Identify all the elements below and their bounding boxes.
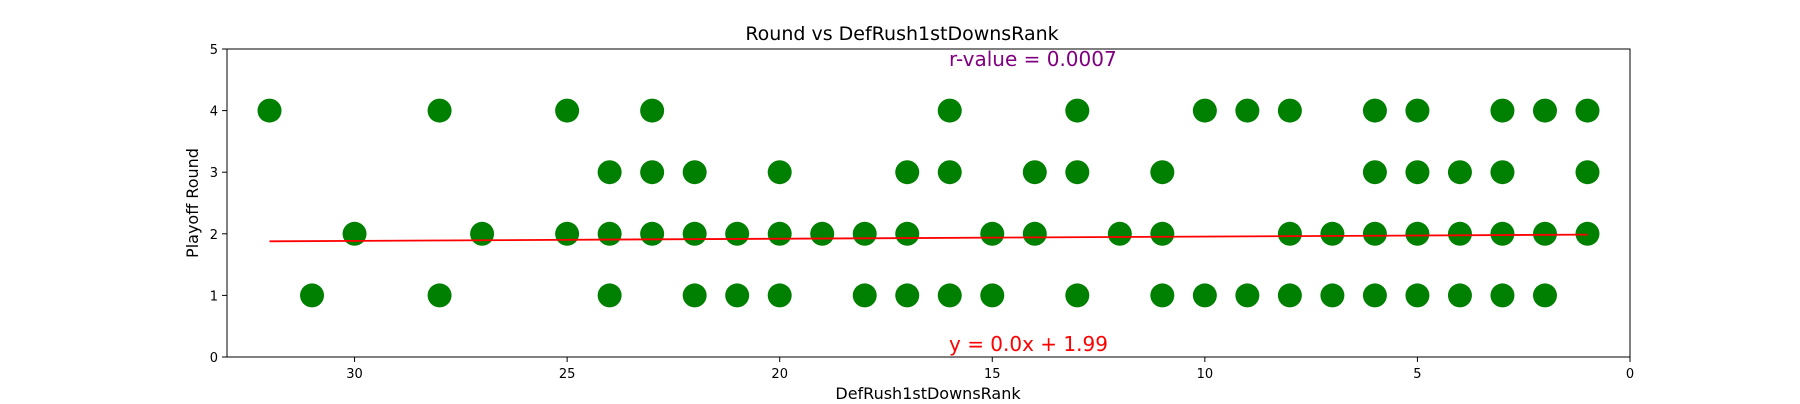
data-point bbox=[597, 160, 622, 185]
data-point bbox=[1320, 283, 1345, 308]
data-point bbox=[555, 221, 580, 246]
data-point bbox=[1405, 221, 1430, 246]
data-point bbox=[725, 221, 750, 246]
data-points bbox=[257, 98, 1600, 308]
data-point bbox=[810, 221, 835, 246]
y-axis-ticks: 0 1 2 3 4 5 bbox=[210, 43, 227, 366]
data-point bbox=[597, 221, 622, 246]
data-point bbox=[1575, 98, 1600, 123]
x-tick-label: 5 bbox=[1413, 367, 1421, 382]
data-point bbox=[980, 283, 1005, 308]
data-point bbox=[895, 221, 920, 246]
x-axis-ticks: 30 25 20 15 10 5 0 bbox=[346, 357, 1634, 382]
y-axis-label: Playoff Round bbox=[183, 148, 202, 258]
data-point bbox=[1065, 283, 1090, 308]
data-point bbox=[1277, 283, 1302, 308]
data-point bbox=[1405, 283, 1430, 308]
data-point bbox=[640, 98, 665, 123]
data-point bbox=[682, 160, 707, 185]
regression-line bbox=[269, 233, 1588, 243]
data-point bbox=[1447, 283, 1472, 308]
y-tick-label: 2 bbox=[210, 228, 218, 243]
data-point bbox=[342, 221, 367, 246]
x-tick-label: 20 bbox=[771, 367, 788, 382]
data-point bbox=[1192, 98, 1217, 123]
data-point bbox=[1532, 98, 1557, 123]
x-tick-label: 30 bbox=[346, 367, 363, 382]
data-point bbox=[1150, 221, 1175, 246]
data-point bbox=[427, 98, 452, 123]
data-point bbox=[470, 221, 495, 246]
y-tick-label: 5 bbox=[210, 43, 218, 58]
data-point bbox=[895, 160, 920, 185]
data-point bbox=[1532, 283, 1557, 308]
x-tick-label: 0 bbox=[1626, 367, 1634, 382]
data-point bbox=[682, 221, 707, 246]
data-point bbox=[597, 283, 622, 308]
regression-equation-annotation: y = 0.0x + 1.99 bbox=[949, 332, 1108, 356]
data-point bbox=[1065, 98, 1090, 123]
data-point bbox=[1235, 283, 1260, 308]
data-point bbox=[1277, 98, 1302, 123]
x-tick-label: 15 bbox=[984, 367, 1001, 382]
data-point bbox=[937, 160, 962, 185]
data-point bbox=[980, 221, 1005, 246]
y-tick-label: 4 bbox=[210, 105, 218, 120]
data-point bbox=[1150, 283, 1175, 308]
data-point bbox=[767, 160, 792, 185]
data-point bbox=[1022, 221, 1047, 246]
data-point bbox=[895, 283, 920, 308]
data-point bbox=[1362, 283, 1387, 308]
plot-area bbox=[226, 48, 1631, 358]
x-tick-label: 10 bbox=[1197, 367, 1214, 382]
data-point bbox=[555, 98, 580, 123]
r-value-annotation: r-value = 0.0007 bbox=[949, 47, 1117, 71]
data-point bbox=[1107, 221, 1132, 246]
data-point bbox=[1320, 221, 1345, 246]
data-point bbox=[1490, 98, 1515, 123]
data-point bbox=[1447, 221, 1472, 246]
data-point bbox=[1065, 160, 1090, 185]
data-point bbox=[300, 283, 325, 308]
data-point bbox=[1362, 98, 1387, 123]
data-point bbox=[1362, 160, 1387, 185]
data-point bbox=[1405, 160, 1430, 185]
data-point bbox=[1022, 160, 1047, 185]
data-point bbox=[1277, 221, 1302, 246]
data-point bbox=[427, 283, 452, 308]
data-point bbox=[1192, 283, 1217, 308]
data-point bbox=[257, 98, 282, 123]
data-point bbox=[1490, 160, 1515, 185]
data-point bbox=[640, 221, 665, 246]
data-point bbox=[1150, 160, 1175, 185]
y-tick-label: 3 bbox=[210, 166, 218, 181]
data-point bbox=[1447, 160, 1472, 185]
data-point bbox=[1575, 221, 1600, 246]
data-point bbox=[1362, 221, 1387, 246]
data-point bbox=[1532, 221, 1557, 246]
data-point bbox=[767, 221, 792, 246]
data-point bbox=[1575, 160, 1600, 185]
data-point bbox=[937, 98, 962, 123]
chart-title: Round vs DefRush1stDownsRank bbox=[745, 23, 1058, 45]
data-point bbox=[1235, 98, 1260, 123]
data-point bbox=[640, 160, 665, 185]
data-point bbox=[767, 283, 792, 308]
data-point bbox=[852, 221, 877, 246]
data-point bbox=[852, 283, 877, 308]
data-point bbox=[682, 283, 707, 308]
data-point bbox=[1490, 283, 1515, 308]
data-point bbox=[1405, 98, 1430, 123]
data-point bbox=[937, 283, 962, 308]
x-axis-label: DefRush1stDownsRank bbox=[835, 384, 1021, 400]
y-tick-label: 1 bbox=[210, 289, 218, 304]
y-tick-label: 0 bbox=[210, 351, 218, 366]
data-point bbox=[725, 283, 750, 308]
x-tick-label: 25 bbox=[559, 367, 576, 382]
data-point bbox=[1490, 221, 1515, 246]
